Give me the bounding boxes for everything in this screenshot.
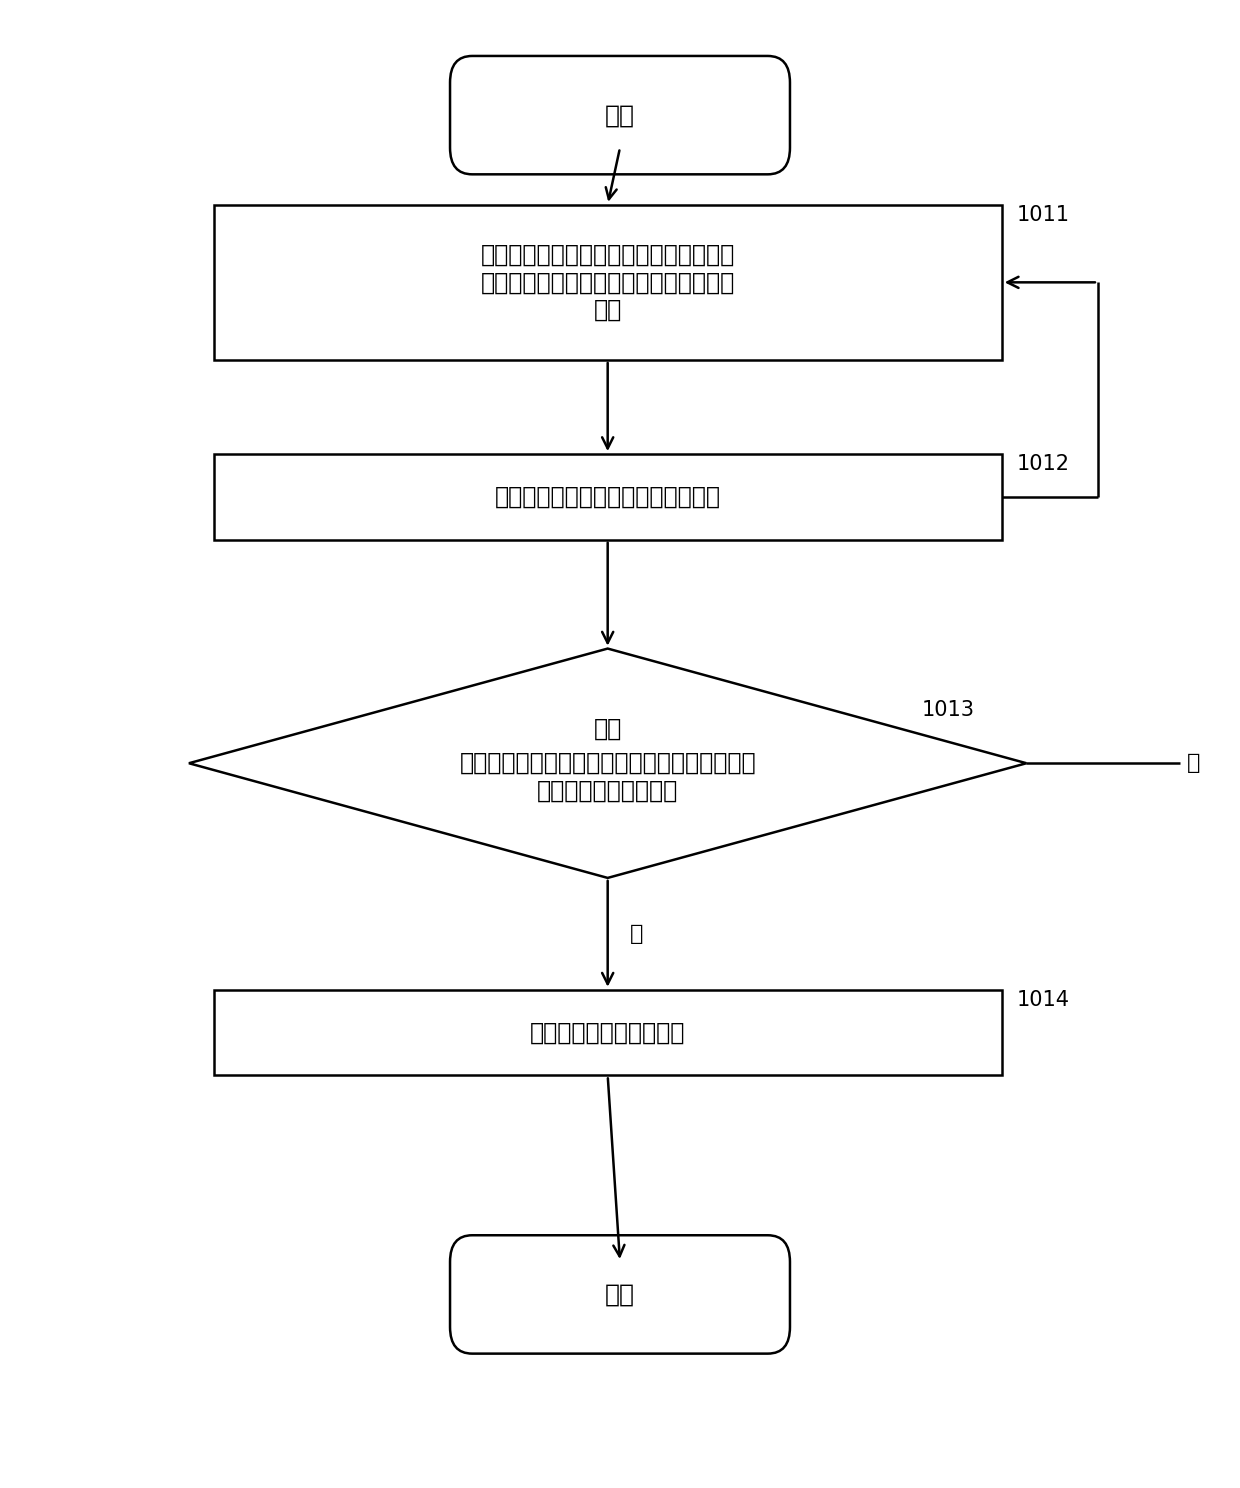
FancyBboxPatch shape [450, 1235, 790, 1354]
Text: 1013: 1013 [921, 701, 975, 720]
Text: 控制第一关节轴停止转动: 控制第一关节轴停止转动 [529, 1021, 686, 1045]
Text: 1014: 1014 [1017, 990, 1070, 1010]
Bar [213, 990, 1002, 1076]
FancyBboxPatch shape [450, 57, 790, 174]
Text: 在机器人本体的第一关节轴上安装压力感
测单元，并在底座的零位孔上安装零位定
位销: 在机器人本体的第一关节轴上安装压力感 测单元，并在底座的零位孔上安装零位定 位销 [481, 243, 735, 321]
Text: 开始: 开始 [605, 103, 635, 126]
Polygon shape [188, 649, 1027, 878]
Text: 结束: 结束 [605, 1283, 635, 1306]
Text: 否: 否 [1187, 753, 1200, 774]
Text: 是: 是 [630, 924, 644, 943]
Text: 压力感测单元检测到的压力参数，并判断压力参
数是否大于预设压力值: 压力感测单元检测到的压力参数，并判断压力参 数是否大于预设压力值 [459, 751, 756, 804]
Text: 1011: 1011 [1017, 205, 1070, 225]
Text: 获取: 获取 [594, 717, 621, 741]
Text: 机器人控制系统控制第一关节轴转动: 机器人控制系统控制第一关节轴转动 [495, 485, 720, 509]
Text: 1012: 1012 [1017, 454, 1070, 475]
Bar [213, 205, 1002, 360]
Bar [213, 454, 1002, 540]
